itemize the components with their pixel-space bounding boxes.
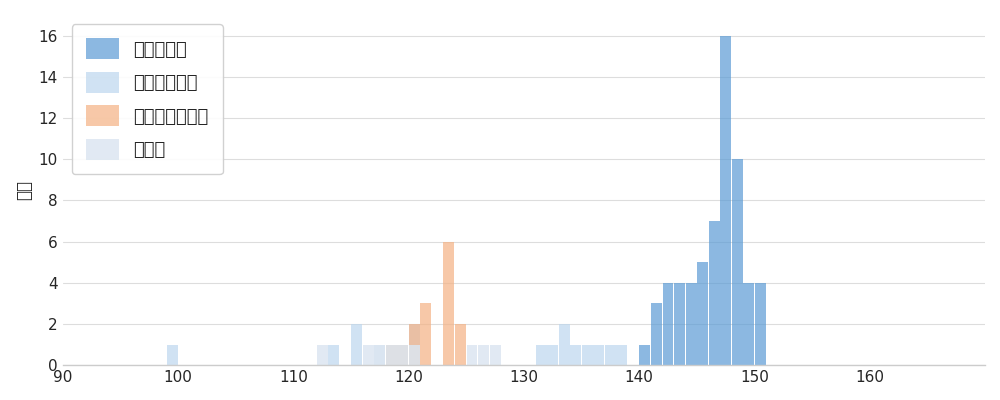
Y-axis label: 球数: 球数 [15, 180, 33, 200]
Bar [570, 344, 581, 365]
Bar [386, 344, 397, 365]
Bar [386, 344, 397, 365]
Bar [686, 283, 697, 365]
Bar [639, 344, 650, 365]
Bar [732, 159, 743, 365]
Bar [328, 344, 339, 365]
Legend: ストレート, カットボール, チェンジアップ, カーブ: ストレート, カットボール, チェンジアップ, カーブ [72, 24, 223, 174]
Bar [663, 283, 673, 365]
Bar [363, 344, 374, 365]
Bar [167, 344, 178, 365]
Bar [397, 344, 408, 365]
Bar [605, 344, 616, 365]
Bar [651, 303, 662, 365]
Bar [374, 344, 385, 365]
Bar [374, 344, 385, 365]
Bar [720, 36, 731, 365]
Bar [593, 344, 604, 365]
Bar [743, 283, 754, 365]
Bar [536, 344, 547, 365]
Bar [317, 344, 328, 365]
Bar [582, 344, 593, 365]
Bar [443, 242, 454, 365]
Bar [386, 344, 397, 365]
Bar [409, 324, 420, 365]
Bar [409, 324, 420, 365]
Bar [674, 283, 685, 365]
Bar [755, 283, 766, 365]
Bar [397, 344, 408, 365]
Bar [697, 262, 708, 365]
Bar [478, 344, 489, 365]
Bar [467, 344, 477, 365]
Bar [490, 344, 501, 365]
Bar [709, 221, 720, 365]
Bar [616, 344, 627, 365]
Bar [409, 344, 420, 365]
Bar [547, 344, 558, 365]
Bar [420, 303, 431, 365]
Bar [351, 324, 362, 365]
Bar [455, 324, 466, 365]
Bar [397, 344, 408, 365]
Bar [559, 324, 570, 365]
